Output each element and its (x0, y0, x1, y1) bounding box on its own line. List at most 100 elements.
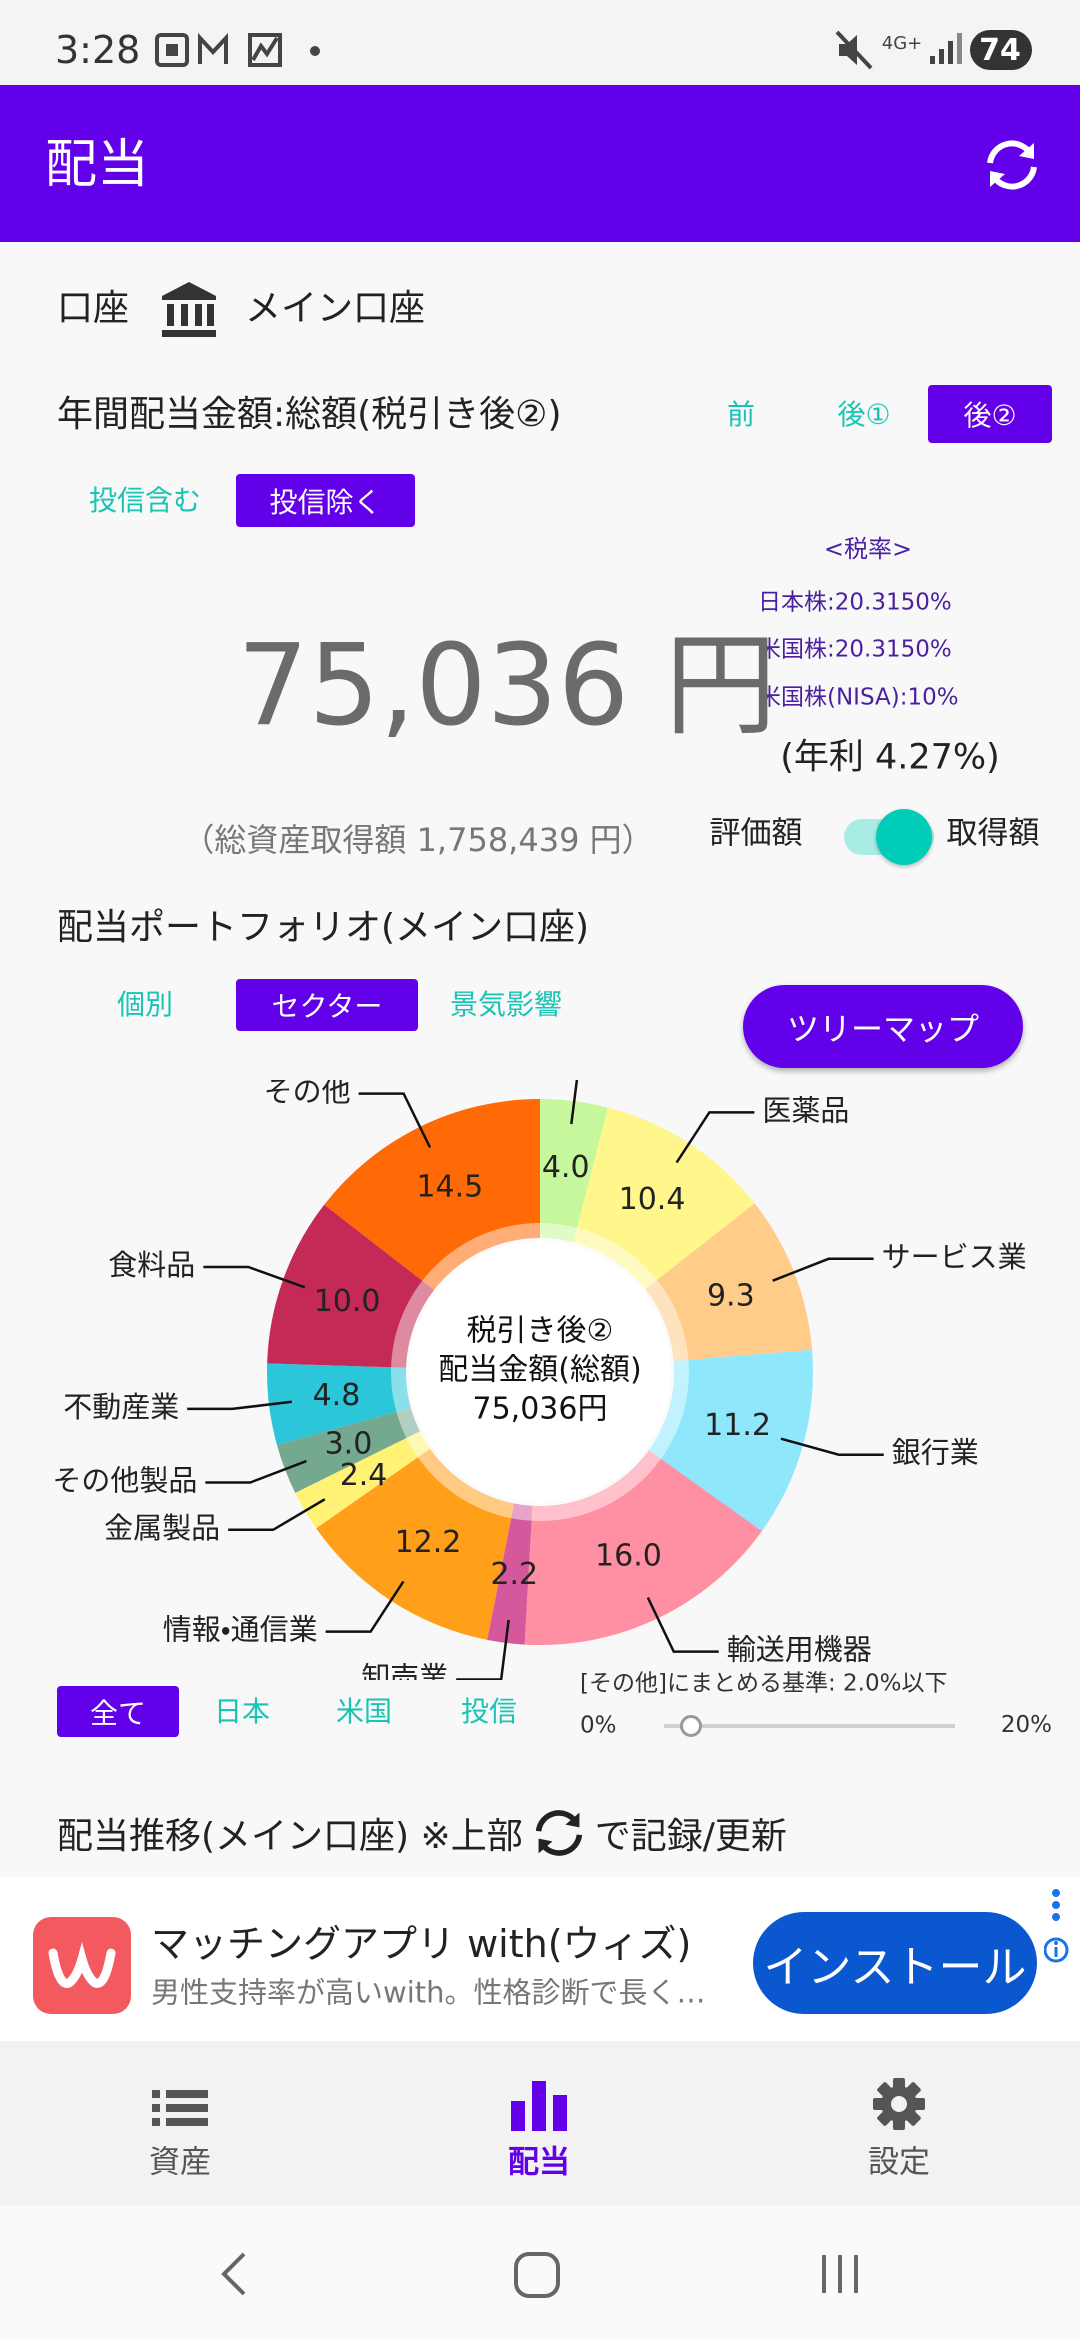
portfolio-tab[interactable]: 個別 (116, 988, 174, 1021)
transition-suffix: で記録/更新 (594, 1816, 787, 1857)
region-filter[interactable]: 投信 (460, 1695, 518, 1728)
ad-title[interactable]: マッチングアプリ with(ウィズ) (151, 1922, 692, 1966)
donut-slice (487, 1503, 533, 1645)
portfolio-title: 配当ポートフォリオ(メイン口座) (57, 907, 590, 948)
leader-line (203, 1265, 306, 1289)
fund-filter-selected[interactable]: 投信除く (236, 474, 415, 527)
mute-icon (835, 30, 873, 70)
tax-rate: 米国株(NISA):10% (758, 684, 959, 711)
center-text: 配当金額(総額) (438, 1353, 641, 1388)
value-label: 10.0 (314, 1284, 381, 1319)
account-label: 口座 (57, 288, 130, 329)
nav-label[interactable]: 設定 (868, 2144, 930, 2181)
leader-line (646, 1596, 719, 1653)
value-label: 14.5 (416, 1169, 483, 1204)
app-title: 配当 (45, 135, 150, 195)
slider-max: 20% (1000, 1712, 1052, 1738)
battery-level: 74 (979, 33, 1021, 68)
category-label: サービス業 (882, 1240, 1027, 1274)
network-type: 4G+ (881, 33, 923, 54)
toggle-label: 取得額 (946, 815, 1040, 852)
portfolio-tab-selected[interactable]: セクター (236, 979, 418, 1031)
region-filter[interactable]: 米国 (335, 1695, 393, 1728)
battery (970, 30, 1032, 70)
leader-line (228, 1498, 326, 1532)
settings-icon[interactable] (872, 2077, 926, 2131)
total-cost: （総資産取得額 1,758,439 円） (182, 821, 654, 859)
system-nav (0, 2205, 1080, 2340)
region-filter-selected[interactable]: 全て (57, 1686, 179, 1737)
donut-slice (267, 1204, 435, 1368)
ad-icon (33, 1917, 131, 2014)
leader-line (570, 1080, 579, 1125)
toggle-label: 評価額 (709, 815, 803, 852)
dividend-icon[interactable] (509, 2079, 569, 2131)
value-label: 12.2 (395, 1525, 462, 1560)
slider-track[interactable] (664, 1724, 955, 1728)
center-text: 75,036円 (473, 1392, 608, 1427)
leader-line (780, 1437, 884, 1456)
category-label: 不動産業 (63, 1390, 179, 1424)
ad-install-button[interactable]: インストール (753, 1912, 1037, 2014)
signal-icon (930, 33, 962, 64)
category-label: 医薬品 (762, 1093, 849, 1127)
tax-mode[interactable]: 前 (726, 398, 756, 431)
donut-slice (540, 1099, 608, 1243)
fund-filter[interactable]: 投信含む (88, 484, 202, 517)
region-filter[interactable]: 日本 (213, 1695, 271, 1728)
donut-slice (573, 1107, 755, 1290)
category-label: 情報・通信業 (163, 1613, 318, 1647)
annual-yield: (年利 4.27%) (780, 737, 1000, 778)
value-label: 10.4 (619, 1182, 686, 1217)
nav-label-selected[interactable]: 配当 (508, 2144, 570, 2181)
slider-min: 0% (580, 1712, 617, 1739)
tax-mode[interactable]: 後① (837, 398, 891, 431)
bottom-nav: 資産 配当 設定 (0, 2041, 1080, 2205)
leader-line (675, 1111, 755, 1164)
transition-heading: 配当推移(メイン口座) ※上部 で記録/更新 (57, 1806, 787, 1860)
leader-line (187, 1400, 292, 1411)
tax-mode-selected[interactable]: 後② (928, 385, 1052, 443)
annual-title: 年間配当金額:総額(税引き後②) (57, 394, 562, 435)
donut-hole (409, 1241, 671, 1503)
category-label: 卸売業 (361, 1661, 448, 1680)
nav-label[interactable]: 資産 (149, 2144, 211, 2181)
home-button[interactable] (513, 2251, 561, 2299)
value-label: 11.2 (704, 1408, 771, 1443)
category-label: 金属製品 (104, 1511, 220, 1545)
donut-slice (645, 1203, 813, 1362)
ad-banner[interactable]: マッチングアプリ with(ウィズ) 男性支持率が高いwith。性格診断で長く…… (0, 1877, 1080, 2041)
refresh-button[interactable] (982, 137, 1042, 193)
clock: 3:28 (55, 28, 141, 72)
leader-line (456, 1619, 510, 1680)
leader-line (358, 1092, 432, 1149)
toggle-knob[interactable] (876, 809, 932, 865)
category-label: 食料品 (108, 1248, 195, 1282)
donut-chart: 4.0鉱業10.4医薬品9.3サービス業11.2銀行業16.0輸送用機器2.2卸… (52, 1080, 1027, 1680)
donut-slice (316, 1448, 515, 1640)
slider-knob[interactable] (680, 1715, 702, 1737)
donut-slice (524, 1450, 762, 1645)
donut-slice (295, 1431, 431, 1529)
recents-button[interactable] (818, 2253, 862, 2295)
treemap-button[interactable]: ツリーマップ (743, 985, 1023, 1068)
transition-title: 配当推移(メイン口座) ※上部 (57, 1816, 523, 1857)
annual-amount: 75,036 円 (237, 621, 777, 751)
tax-rate: 米国株:20.3150% (758, 636, 952, 663)
assets-icon[interactable] (150, 2086, 210, 2130)
threshold-label: [その他]にまとめる基準: 2.0%以下 (580, 1670, 948, 1697)
portfolio-tab[interactable]: 景気影響 (449, 988, 563, 1021)
ad-options[interactable] (1044, 1885, 1070, 1975)
value-label: 16.0 (595, 1538, 662, 1573)
back-button[interactable] (218, 2250, 250, 2298)
ad-description[interactable]: 男性支持率が高いwith。性格診断で長く… (151, 1975, 706, 2010)
tax-rate: 日本株:20.3150% (758, 589, 952, 616)
account-name[interactable]: メイン口座 (245, 288, 426, 329)
donut-slice (324, 1099, 540, 1290)
value-label: 4.8 (313, 1378, 361, 1413)
donut-slice (267, 1363, 411, 1445)
category-label: その他 (264, 1080, 351, 1109)
category-label: 銀行業 (892, 1436, 979, 1470)
value-label: 2.2 (490, 1557, 538, 1592)
